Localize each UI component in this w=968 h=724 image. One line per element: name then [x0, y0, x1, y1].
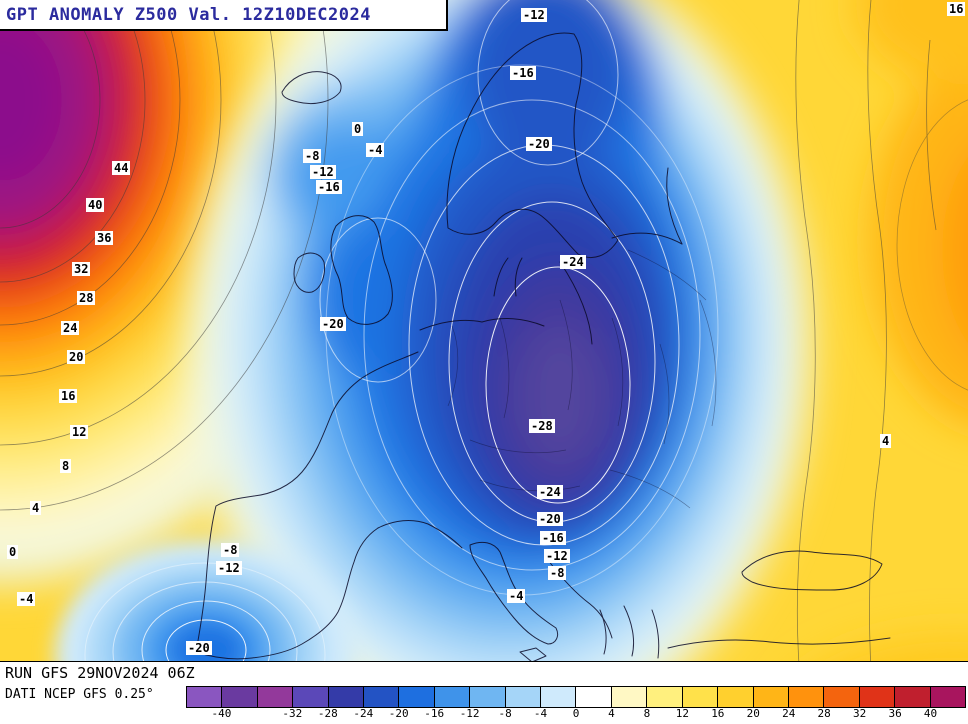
- colorbar-segment: [894, 687, 930, 707]
- contour-label: -12: [310, 165, 336, 179]
- contour-label: 28: [77, 291, 96, 305]
- contour-label: -8: [303, 149, 322, 163]
- colorbar-segment: [221, 687, 257, 707]
- title-bar: GPT ANOMALY Z500 Val. 12Z10DEC2024: [0, 0, 448, 31]
- contour-label: -4: [17, 592, 36, 606]
- contour-label: -20: [186, 641, 212, 655]
- contour-label: -20: [537, 512, 563, 526]
- colorbar-labels: -40 -32 -28 -24 -20 -16 -12 -8 -4 0 4 8 12 16 20 24 28 32…: [186, 707, 966, 722]
- colorbar-tick-label: 40: [923, 707, 938, 720]
- colorbar-tick-label: 32: [853, 707, 867, 720]
- colorbar-segment: [504, 687, 541, 707]
- contour-label: -20: [320, 317, 346, 331]
- contour-label: -4: [366, 143, 385, 157]
- contour-label: -8: [548, 566, 567, 580]
- contour-label: 20: [67, 350, 86, 364]
- colorbar-segment: [787, 687, 824, 707]
- colorbar-segment: [398, 687, 434, 707]
- contour-label: 16: [947, 2, 966, 16]
- map-title: GPT ANOMALY Z500 Val. 12Z10DEC2024: [6, 4, 371, 25]
- contour-label: 32: [72, 262, 91, 276]
- contour-label: 40: [86, 198, 105, 212]
- colorbar-segment: [823, 687, 859, 707]
- contour-label: 44: [112, 161, 131, 175]
- colorbar-segment: [717, 687, 753, 707]
- colorbar-tick-label: 36: [888, 707, 902, 720]
- contour-label: -24: [560, 255, 586, 269]
- colorbar-tick-label: 12: [675, 707, 689, 720]
- contour-label: -12: [544, 549, 570, 563]
- colorbar-tick-label: -8: [498, 707, 512, 720]
- colorbar-tick-label: 4: [608, 707, 615, 720]
- contour-label: -8: [221, 543, 240, 557]
- colorbar-segment: [681, 687, 718, 707]
- colorbar-tick-label: 16: [711, 707, 725, 720]
- colorbar-tick-label: -24: [353, 707, 374, 720]
- colorbar-segment: [363, 687, 399, 707]
- colorbar-segment: [929, 687, 965, 707]
- colorbar-segment: [292, 687, 328, 707]
- footer-bar: RUN GFS 29NOV2024 06Z DATI NCEP GFS 0.25…: [0, 661, 968, 724]
- colorbar-segment: [540, 687, 576, 707]
- data-source-info: DATI NCEP GFS 0.25°: [5, 687, 154, 702]
- colorbar-tick-label: 0: [572, 707, 580, 720]
- colorbar-segment: [187, 687, 222, 707]
- colorbar-segment: [858, 687, 895, 707]
- colorbar-tick-label: -40: [211, 707, 232, 720]
- contour-label: -12: [521, 8, 547, 22]
- colorbar-tick-label: -16: [424, 707, 445, 720]
- colorbar-tick-label: -20: [388, 707, 409, 720]
- colorbar-segment: [433, 687, 470, 707]
- colorbar-tick-label: 24: [782, 707, 796, 720]
- contour-label: 36: [95, 231, 114, 245]
- contour-label: -20: [526, 137, 552, 151]
- colorbar-segment: [256, 687, 293, 707]
- colorbar-tick-label: 28: [817, 707, 831, 720]
- contour-label: -4: [507, 589, 526, 603]
- contour-label: 0: [352, 122, 364, 136]
- contour-label: -16: [316, 180, 342, 194]
- colorbar-segment: [752, 687, 788, 707]
- contour-label: -12: [216, 561, 242, 575]
- colorbar-segment: [469, 687, 505, 707]
- contour-label: -28: [529, 419, 555, 433]
- contour-label: 24: [61, 321, 80, 335]
- contour-label: 0: [7, 545, 19, 559]
- contour-label: 16: [59, 389, 78, 403]
- contour-label: 4: [30, 501, 42, 515]
- colorbar-tick-label: -32: [282, 707, 303, 720]
- colorbar-segment: [610, 687, 647, 707]
- colorbar: [186, 686, 966, 708]
- contour-label: 12: [70, 425, 89, 439]
- colorbar-tick-label: 8: [643, 707, 651, 720]
- colorbar-segment: [327, 687, 364, 707]
- colorbar-segment: [646, 687, 682, 707]
- colorbar-tick-label: -12: [459, 707, 480, 720]
- colorbar-segment: [575, 687, 611, 707]
- contour-label: -24: [537, 485, 563, 499]
- contour-label: 8: [60, 459, 72, 473]
- colorbar-tick-label: -28: [317, 707, 338, 720]
- colorbar-tick-label: -4: [533, 707, 548, 720]
- contour-label: -16: [510, 66, 536, 80]
- run-info: RUN GFS 29NOV2024 06Z: [5, 664, 195, 682]
- colorbar-tick-label: 20: [746, 707, 760, 720]
- contour-label: -16: [540, 531, 566, 545]
- contour-label: 4: [880, 434, 892, 448]
